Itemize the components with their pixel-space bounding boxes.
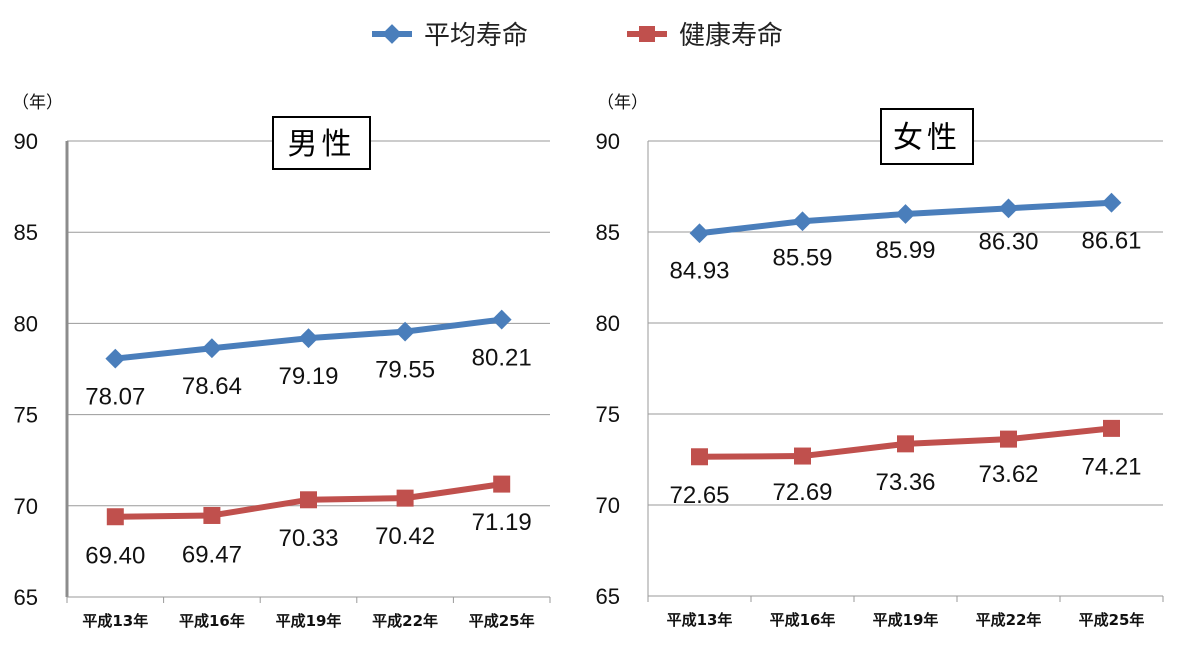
y-unit-label: （年）: [12, 93, 63, 113]
x-tick-label: 平成25年: [1079, 611, 1145, 629]
y-tick-label: 90: [14, 129, 38, 154]
chart-panel-male: 65 70 75 80 85 90 平成13年 平成16年 平成19年 平成22年 平成25年 （年）…: [12, 93, 551, 630]
x-tick-label: 平成22年: [372, 612, 438, 630]
panel-title: 男性: [288, 127, 356, 162]
chart-panels: 65 70 75 80 85 90 平成13年 平成16年 平成19年 平成22年 平成25年 （年）…: [12, 93, 1164, 630]
y-tick-label: 65: [596, 584, 620, 609]
y-tick-label: 80: [14, 311, 38, 336]
data-label: 72.69: [772, 479, 832, 506]
data-point-square: [106, 508, 124, 526]
data-point-square: [1103, 419, 1120, 437]
y-tick-label: 85: [14, 220, 38, 245]
data-label: 78.64: [182, 373, 242, 400]
data-label: 70.33: [278, 525, 338, 552]
data-point-square: [794, 447, 811, 465]
data-point-square: [897, 435, 914, 453]
data-label: 73.62: [978, 461, 1038, 488]
legend-label: 健康寿命: [679, 21, 783, 51]
data-label: 85.59: [772, 244, 832, 271]
legend-label: 平均寿命: [424, 21, 528, 51]
x-tick-label: 平成16年: [179, 612, 245, 630]
y-tick-label: 85: [596, 220, 620, 245]
x-tick-label: 平成19年: [873, 611, 939, 629]
y-tick-label: 80: [596, 311, 620, 336]
data-point-square: [203, 506, 221, 524]
data-label: 78.07: [85, 384, 145, 411]
data-label: 69.47: [182, 541, 242, 568]
x-tick-label: 平成13年: [82, 612, 148, 630]
y-unit-label: （年）: [597, 93, 648, 113]
data-point-square: [1000, 430, 1017, 448]
data-point-diamond: [491, 309, 512, 330]
data-point-square: [396, 489, 414, 507]
legend-item-healthy-life: 健康寿命: [627, 21, 783, 51]
data-point-diamond: [792, 211, 813, 232]
data-point-diamond: [395, 321, 415, 342]
data-label: 86.61: [1081, 228, 1141, 255]
legend-item-life-expectancy: 平均寿命: [372, 21, 528, 51]
data-point-diamond: [1101, 192, 1122, 213]
x-tick-label: 平成22年: [976, 611, 1042, 629]
data-label: 84.93: [669, 257, 729, 284]
data-point-diamond: [998, 198, 1019, 219]
data-point-square: [300, 491, 317, 509]
data-label: 73.36: [875, 469, 935, 496]
data-label: 80.21: [472, 345, 532, 372]
y-tick-label: 70: [596, 493, 620, 518]
x-tick-label: 平成19年: [276, 612, 342, 630]
data-point-diamond: [689, 223, 710, 244]
data-label: 71.19: [472, 509, 532, 536]
data-label: 70.42: [375, 523, 435, 550]
data-label: 72.65: [669, 482, 729, 509]
data-point-diamond: [202, 338, 222, 359]
x-tick-label: 平成16年: [770, 611, 836, 629]
data-label: 79.55: [375, 357, 435, 384]
data-label: 69.40: [85, 543, 145, 570]
legend: 平均寿命 健康寿命: [372, 21, 783, 51]
x-tick-label: 平成13年: [667, 611, 733, 629]
data-label: 79.19: [278, 363, 338, 390]
panel-title-box: [272, 116, 371, 170]
y-tick-label: 75: [596, 402, 620, 427]
y-tick-label: 70: [14, 494, 38, 519]
panel-title: 女性: [893, 121, 961, 156]
y-tick-label: 90: [596, 129, 620, 154]
square-marker-icon: [639, 26, 655, 42]
diamond-marker-icon: [382, 24, 402, 44]
data-point-square: [493, 475, 511, 493]
y-tick-label: 75: [14, 403, 38, 428]
data-point-square: [691, 448, 708, 466]
y-tick-label: 65: [14, 585, 38, 610]
x-tick-label: 平成25年: [469, 612, 535, 630]
data-point-diamond: [895, 204, 916, 224]
data-label: 86.30: [978, 228, 1038, 255]
panel-title-box: [880, 108, 974, 165]
chart-panel-female: 65 70 75 80 85 90 平成13年 平成16年 平成19年 平成22年 平成25年 （年）…: [596, 93, 1164, 629]
data-label: 85.99: [875, 237, 935, 264]
data-point-diamond: [298, 328, 319, 349]
data-label: 74.21: [1081, 453, 1141, 480]
data-point-diamond: [105, 348, 126, 369]
